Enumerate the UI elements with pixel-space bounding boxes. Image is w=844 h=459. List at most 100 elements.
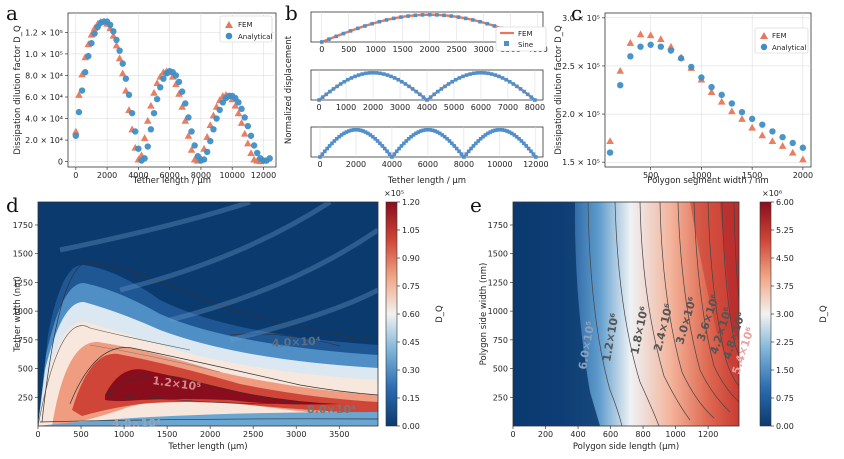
panel-e-ytick-label: 1500 [488,250,508,259]
panel-a-analytical-point [107,21,114,29]
panel-b-xtick-label: 7000 [498,103,518,112]
panel-b-xtick-label: 1000 [336,103,356,112]
panel-b-sine-point [450,141,454,146]
panel-b-sine-point [526,146,531,151]
panel-b-sine-point [478,19,482,24]
panel-b-sine-point [486,71,490,76]
panel-a-xtick-label: 6000 [159,171,179,180]
panel-b-sine-point [490,129,495,133]
panel-c-analytical-point [677,55,685,62]
panel-b-sine-point [327,144,332,148]
panel-c-analytical-point [667,47,675,54]
panel-a-ytick-label: 1.0 × 10⁵ [25,50,63,59]
panel-e-ytick-label: 1250 [488,278,508,287]
panel-b-sine-point [507,79,512,84]
panel-b-sine-point [486,131,490,136]
panel-b-xtick-label: 4000 [417,103,437,112]
panel-d-ytick-label: 750 [18,336,33,345]
panel-b-sine-point [364,71,368,76]
panel-d-colorbar-tick-label: 0.45 [402,338,420,347]
panel-b-sine-point [402,141,406,146]
panel-b-sine-point [438,131,442,136]
panel-b-sine-point [442,134,447,139]
panel-b-sine-point [318,155,322,159]
panel-b-sine-point [400,79,404,84]
panel-a-analytical-point [210,126,217,133]
panel-b-sine-point [342,131,346,136]
panel-a-analytical-point [203,148,211,156]
contour-label-d-4e4-top: 4.0×10⁴ [271,334,321,350]
panel-b-sine-point [332,139,337,143]
panel-b-subplot: 0 2000 4000 6000 8000 10000 12000 [310,126,549,169]
panel-b-sine-point [471,144,476,148]
panel-b-sine-point [416,130,421,134]
panel-a-chart: 0 2000 4000 6000 8000 10000 12000 0 2.0 × 10⁴ 4.0… [13,12,277,186]
panel-d-ytick-label: 1250 [13,278,33,287]
panel-b-sine-point [360,72,365,76]
panel-a-analytical-point [132,128,139,135]
panel-c-fem-point [626,39,635,46]
panel-c-analytical-point [606,149,614,156]
panel-b-sine-point [454,146,459,151]
panel-a-fem-point [181,116,190,124]
panel-a-fem-point [72,127,80,135]
colorbar-d-label: D_Q [435,305,445,323]
panel-b-sine-point [435,130,440,134]
panel-a-analytical-point [157,84,164,91]
panel-e-colorbar-tick-label: 0.00 [776,422,794,431]
panel-e-xlabel: Polygon side length (μm) [573,442,679,452]
panel-b-sine-point [476,139,481,143]
panel-b-sine-point [413,13,418,18]
panel-b-sine-point [385,73,390,77]
panel-a-legend: FEM Analytical [219,15,272,43]
panel-b-xtick-label: 8000 [454,160,474,169]
panel-a-analytical-point [188,128,195,135]
panel-d-xtick-label: 500 [73,430,88,439]
panel-d-ytick-label: 1000 [13,307,33,316]
panel-b-sine-point [481,134,485,139]
panel-b-sine-point [442,13,446,18]
legend-sine-marker [504,41,509,46]
legend-b-fem-label: FEM [518,30,533,38]
panel-b-xtick-label: 12000 [523,160,548,169]
panel-b-sine-point [469,146,473,151]
panel-a-analytical-point [200,156,208,163]
panel-b-sine-point [373,136,377,141]
panel-b-sine-point [471,18,475,22]
panel-b-sine-point [510,131,514,136]
panel-b-sine-point [464,73,469,77]
panel-a-fem-point [175,89,183,97]
panel-a-fem-point [184,131,193,139]
panel-e-xtick-label: 0 [510,430,515,439]
panel-c-xtick-label: 1500 [742,171,762,180]
panel-label-a: a [6,1,18,25]
panel-b-xtick-label: 8000 [525,103,545,112]
panel-a-xlabel: Tether length / μm [132,176,211,186]
legend-c-fem-label: FEM [772,32,787,40]
panel-b-sine-point [355,26,360,31]
panel-b-sine-point [358,128,363,133]
panel-a-analytical-point [78,87,86,94]
panel-b-sine-point [363,130,368,134]
panel-b-sine-point [394,149,399,154]
panel-e-ytick-label: 750 [493,336,508,345]
panel-b-sine-point [341,31,346,36]
panel-a-analytical-point [82,69,89,76]
panel-a-fem-point [140,134,149,141]
panel-a-ytick-label: 0 [58,158,63,167]
panel-d-xtick-label: 2500 [243,430,263,439]
panel-b-sine-point [334,34,338,39]
panel-b-sine-point [322,149,327,154]
panel-b-sine-point [337,134,341,139]
panel-a-analytical-point [213,115,220,122]
panel-a-xtick-label: 8000 [191,171,211,180]
panel-b-xtick-label: 1500 [393,45,413,54]
panel-b-sine-point [406,136,411,141]
panel-b-sine-point [368,133,373,137]
colorbar-d-exponent: ×10⁵ [384,189,404,198]
panel-b-sine-point [534,155,538,159]
panel-b-sine-point [382,72,386,76]
panel-c-analytical-point [698,74,705,81]
panel-b-sine-point [342,79,347,84]
panel-c-fem-point [707,88,716,95]
